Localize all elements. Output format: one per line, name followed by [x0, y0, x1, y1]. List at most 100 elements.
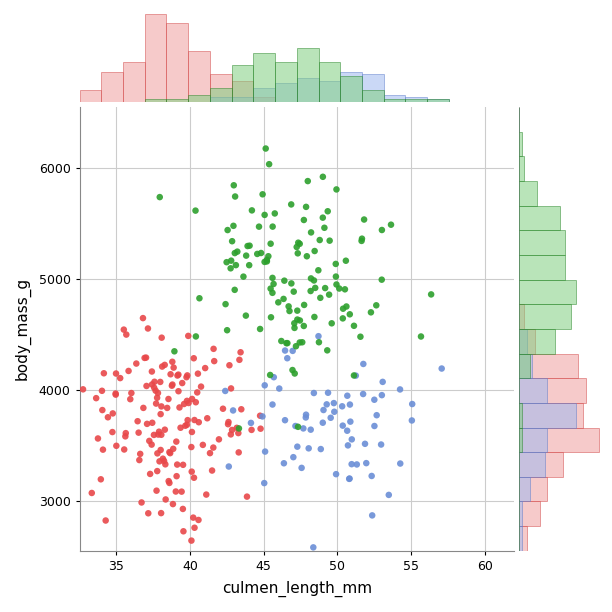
- Point: [173, 370, 183, 379]
- Point: [308, 542, 318, 552]
- Point: [173, 460, 182, 469]
- Point: [228, 406, 238, 416]
- Point: [293, 422, 303, 431]
- Point: [97, 405, 107, 415]
- Point: [319, 223, 329, 233]
- Point: [151, 386, 160, 395]
- Point: [306, 286, 316, 296]
- Point: [132, 359, 141, 368]
- Point: [178, 504, 188, 514]
- Point: [324, 289, 334, 299]
- Point: [359, 215, 369, 225]
- Point: [313, 266, 323, 275]
- Point: [158, 453, 168, 463]
- Point: [236, 405, 246, 414]
- Point: [111, 441, 121, 450]
- Point: [345, 400, 355, 409]
- Point: [177, 378, 187, 388]
- Point: [198, 440, 207, 450]
- Point: [160, 425, 170, 435]
- Point: [293, 238, 303, 248]
- Point: [234, 447, 244, 457]
- Point: [157, 333, 166, 343]
- Point: [407, 416, 417, 425]
- Bar: [362, 74, 384, 102]
- Point: [266, 312, 276, 322]
- Point: [367, 471, 376, 481]
- Point: [111, 390, 121, 400]
- Point: [299, 300, 309, 310]
- Bar: [519, 132, 522, 156]
- Point: [252, 249, 262, 259]
- Point: [323, 388, 333, 398]
- Point: [293, 248, 303, 258]
- Point: [345, 417, 355, 427]
- Point: [152, 466, 162, 476]
- Point: [205, 448, 215, 458]
- Point: [338, 420, 348, 430]
- Point: [155, 409, 165, 419]
- Point: [135, 455, 144, 465]
- Point: [227, 425, 237, 435]
- Point: [288, 346, 297, 356]
- Point: [288, 452, 298, 462]
- Bar: [188, 51, 210, 102]
- Bar: [519, 428, 599, 452]
- Point: [191, 397, 201, 407]
- Point: [145, 469, 155, 479]
- Point: [187, 442, 196, 452]
- Point: [194, 417, 204, 427]
- Bar: [519, 526, 522, 551]
- Point: [133, 428, 143, 438]
- Point: [224, 461, 234, 471]
- Point: [209, 356, 219, 366]
- Point: [228, 221, 238, 231]
- Point: [327, 318, 337, 328]
- Point: [278, 294, 288, 304]
- Point: [395, 384, 405, 394]
- Point: [267, 222, 277, 231]
- Point: [347, 459, 357, 469]
- Point: [289, 287, 299, 297]
- Point: [160, 360, 170, 370]
- Point: [177, 487, 187, 496]
- Point: [98, 445, 108, 455]
- Point: [259, 210, 269, 220]
- Bar: [144, 99, 166, 102]
- Point: [329, 398, 338, 408]
- Point: [168, 499, 178, 509]
- Point: [121, 330, 131, 340]
- Point: [174, 386, 184, 396]
- Point: [247, 425, 256, 435]
- Bar: [166, 99, 188, 102]
- Point: [319, 405, 329, 415]
- Point: [323, 345, 332, 355]
- Point: [111, 368, 121, 378]
- Point: [291, 421, 300, 431]
- Point: [376, 439, 386, 449]
- Point: [149, 430, 159, 440]
- Point: [236, 348, 245, 357]
- Bar: [519, 181, 537, 206]
- Bar: [275, 83, 297, 102]
- Bar: [519, 304, 570, 329]
- Point: [306, 228, 316, 237]
- Point: [263, 252, 273, 261]
- Point: [384, 490, 394, 500]
- Bar: [519, 428, 548, 452]
- Bar: [210, 88, 231, 102]
- Point: [332, 185, 341, 195]
- Point: [195, 293, 204, 303]
- Point: [155, 377, 165, 387]
- Point: [243, 241, 253, 251]
- Point: [284, 302, 294, 312]
- Point: [157, 401, 166, 411]
- Bar: [519, 526, 527, 551]
- Point: [201, 490, 211, 499]
- Point: [259, 257, 269, 267]
- Point: [99, 368, 109, 378]
- Point: [189, 353, 199, 363]
- Point: [183, 415, 193, 425]
- Point: [103, 412, 113, 422]
- Point: [359, 359, 368, 369]
